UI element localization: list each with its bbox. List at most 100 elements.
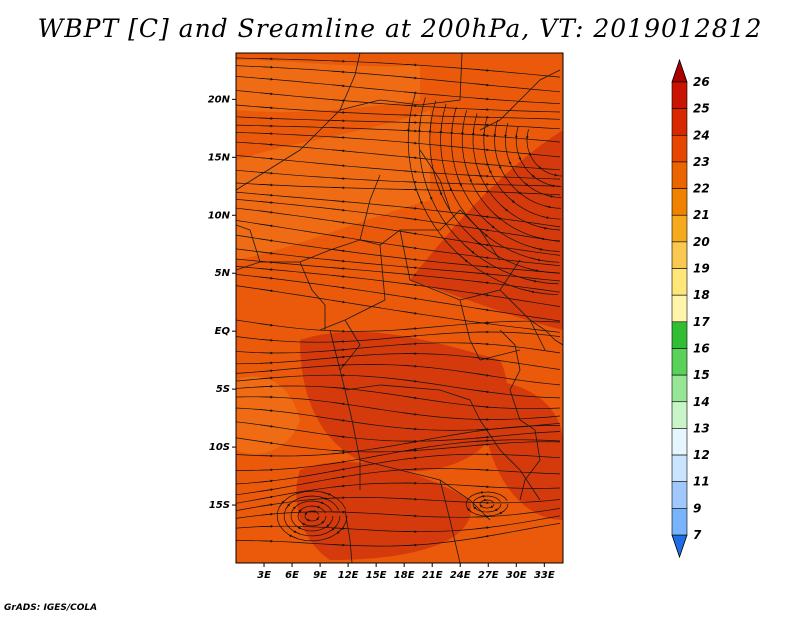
streamline-arrow [403, 327, 418, 331]
streamline-arrow [553, 173, 558, 177]
streamline-arrow [544, 205, 552, 209]
streamline-arrow [259, 338, 274, 342]
streamline-arrow [475, 526, 490, 530]
streamline [236, 364, 561, 386]
streamline-arrow [331, 386, 346, 390]
streamline-arrow [259, 288, 274, 293]
streamline-arrow [403, 217, 418, 221]
colorbar-label: 11 [693, 475, 710, 489]
colorbar-label: 20 [693, 235, 710, 249]
streamline-arrow [331, 418, 346, 422]
lon-tick-label: 21E [422, 570, 443, 581]
colorbar-bottom-arrow [671, 534, 688, 559]
streamline-arrow [331, 208, 346, 212]
streamline [236, 169, 561, 187]
streamline-arrow [475, 97, 490, 101]
streamline-arrow [403, 266, 418, 270]
streamline [236, 57, 561, 78]
streamline-arrow [259, 193, 274, 197]
streamline-arrow [475, 321, 490, 324]
streamline-arrow [306, 519, 310, 522]
country-border [499, 329, 521, 421]
streamline-arrow [301, 523, 307, 526]
streamline-arrow [319, 496, 328, 500]
streamline-arrow [475, 427, 490, 431]
streamline-arrow [508, 197, 515, 203]
streamline [465, 491, 509, 517]
colorbar-segment [671, 268, 688, 296]
streamline-arrow [471, 237, 482, 246]
country-border [479, 419, 541, 501]
streamline-arrow [331, 401, 346, 406]
streamline-arrow [259, 157, 274, 161]
streamline-arrow [437, 184, 443, 196]
field-light-regions [236, 60, 430, 454]
streamline-arrow [475, 134, 490, 138]
streamline-arrow [538, 166, 542, 170]
country-border [339, 53, 463, 111]
colorbar: 26 25 24 23 22 21 20 19 18 17 16 15 14 13 12 11 9 7 [671, 58, 710, 559]
lat-tick-label: 10S [209, 442, 230, 453]
streamline-arrow [475, 390, 490, 394]
streamline-arrow [331, 70, 346, 74]
streamline-arrow [475, 468, 490, 472]
streamline-arrow [403, 258, 418, 261]
streamline [236, 234, 561, 274]
streamline [236, 421, 561, 442]
country-border [329, 329, 361, 490]
streamline-arrow [331, 449, 346, 453]
streamline-arrow [331, 451, 346, 455]
streamline-arrow [407, 118, 411, 133]
streamline-arrow [259, 251, 274, 255]
lon-tick-label: 33E [534, 570, 555, 581]
streamline [494, 119, 561, 209]
country-border [344, 509, 353, 563]
streamline-arrow [530, 173, 535, 178]
streamline-arrow [259, 201, 274, 204]
streamline-arrow [259, 143, 274, 146]
colorbar-label: 12 [693, 448, 710, 462]
lat-tick-label: 20N [208, 94, 231, 105]
streamline-arrow [475, 405, 490, 409]
streamline-arrow [331, 267, 346, 270]
streamline-arrow [403, 364, 418, 368]
streamline-arrow [403, 456, 418, 460]
streamline-arrow [528, 151, 531, 157]
streamline-arrow [331, 468, 346, 472]
streamline-arrow [530, 257, 542, 262]
chart-title: WBPT [C] and Sreamline at 200hPa, VT: 20… [37, 14, 763, 43]
streamline-arrow [403, 440, 418, 445]
streamline [236, 437, 561, 453]
streamline-arrow [259, 171, 274, 175]
streamline-arrow [403, 156, 418, 160]
streamline [236, 248, 561, 282]
colorbar-segment [671, 348, 688, 376]
streamline-arrow [259, 409, 274, 412]
streamline-arrow [403, 283, 418, 287]
country-border [479, 69, 561, 131]
streamline-arrow [331, 525, 337, 531]
country-border [519, 419, 541, 501]
streamline-arrow [403, 395, 418, 400]
colorbar-segment [671, 161, 688, 189]
streamline-arrow [498, 162, 502, 170]
streamline-arrow [541, 215, 550, 219]
streamline-arrow [480, 495, 486, 498]
streamline-arrow [259, 479, 274, 483]
streamline-arrow [259, 132, 274, 136]
streamline-arrow [550, 184, 556, 188]
streamline [236, 198, 561, 243]
streamline-arrow [475, 281, 490, 285]
colorbar-segment [671, 108, 688, 136]
streamline-arrow [547, 194, 554, 198]
streamline-arrow [259, 183, 274, 187]
lat-tick-label: 15N [208, 152, 231, 163]
light-region [236, 110, 430, 260]
streamline [236, 353, 561, 370]
streamline-arrow [292, 506, 296, 511]
country-border [319, 244, 386, 331]
streamline [429, 100, 559, 274]
colorbar-segment [671, 134, 688, 163]
streamline-arrow [476, 491, 484, 494]
colorbar-segment [671, 294, 688, 323]
